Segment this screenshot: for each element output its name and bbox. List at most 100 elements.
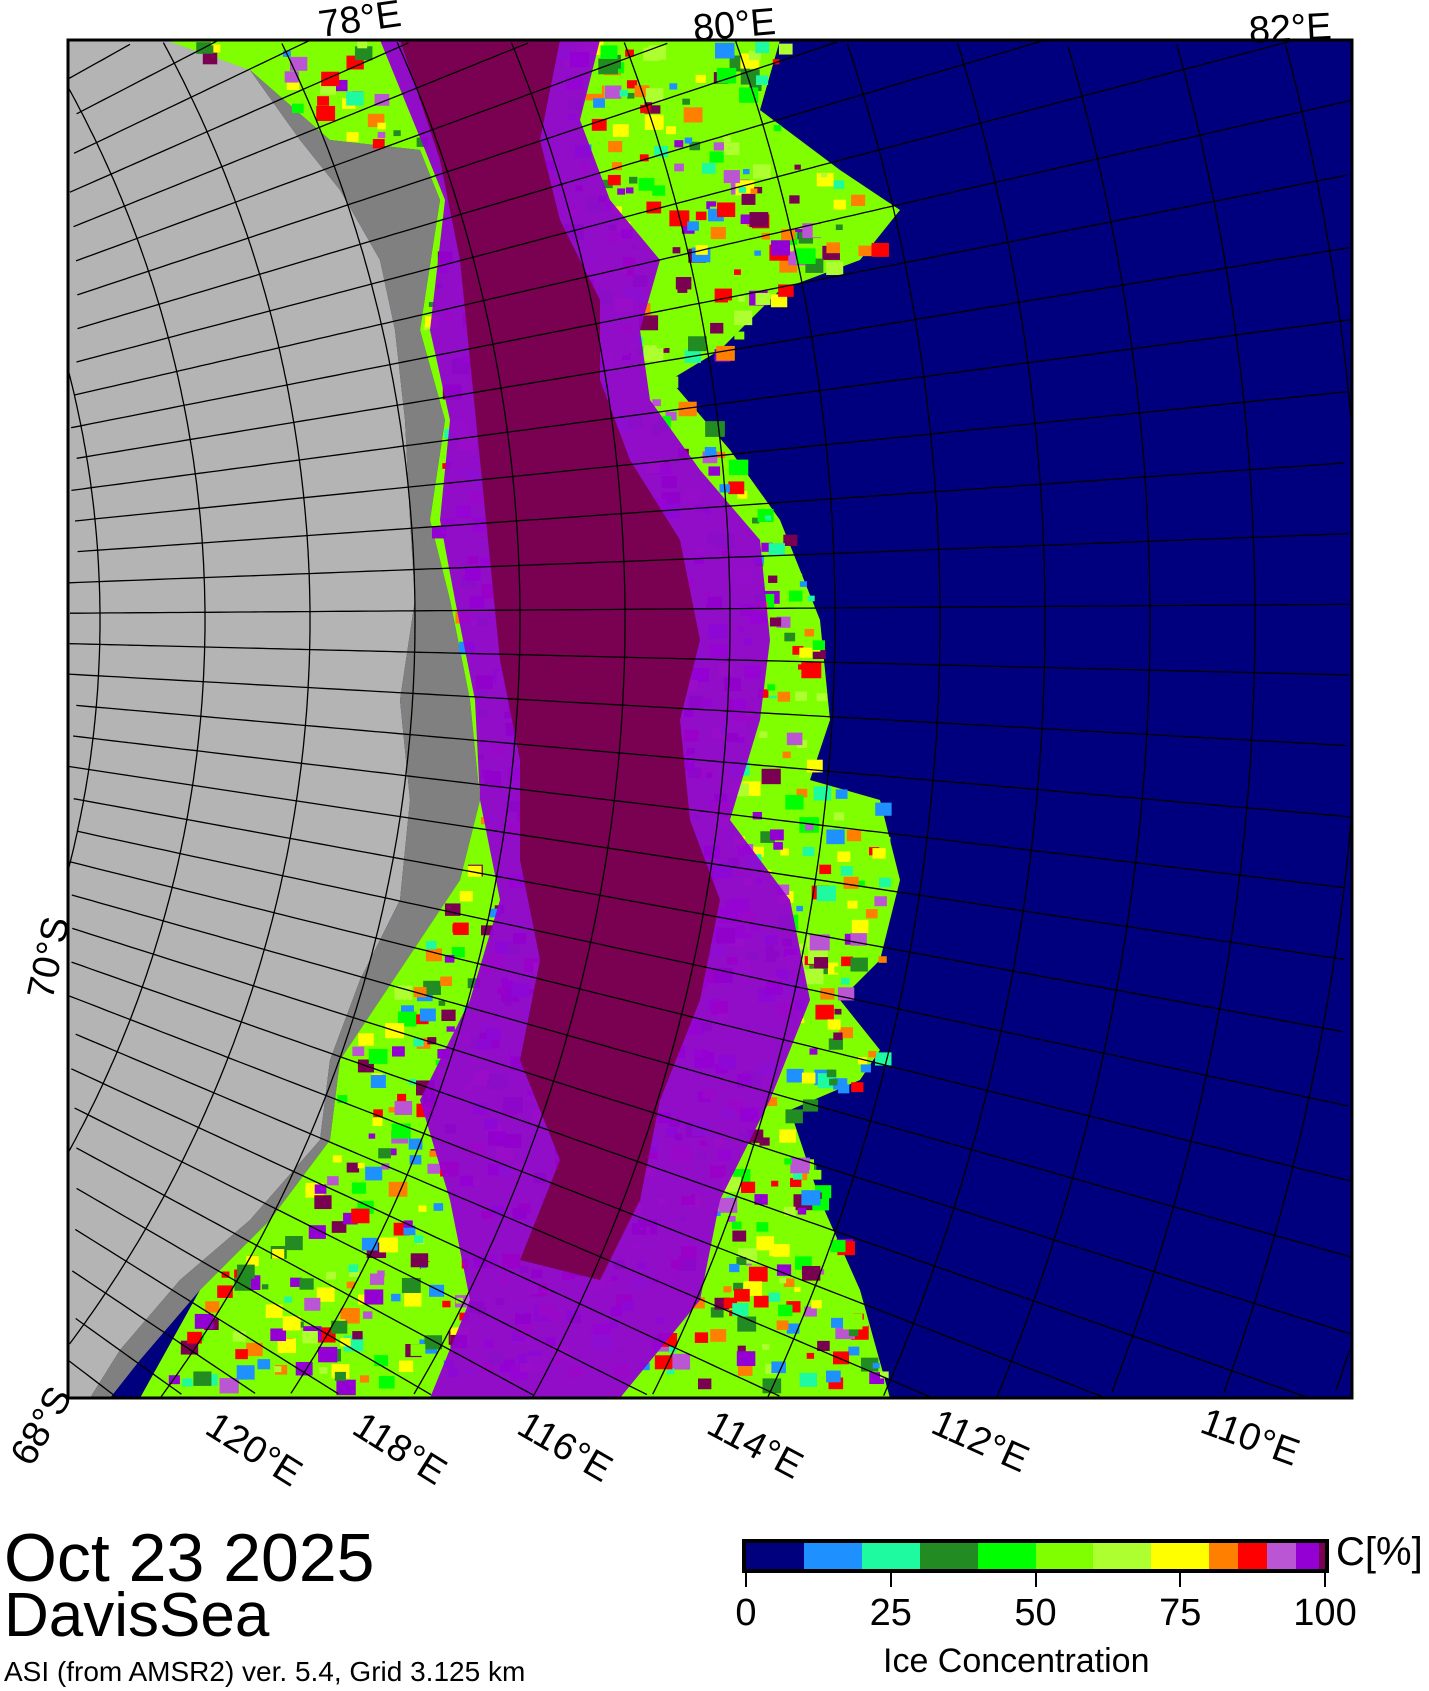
ice-pixel [374,1355,389,1367]
ice-concentration-map [66,38,1354,1400]
ice-pixel [357,1162,365,1169]
ice-pixel [783,534,798,546]
ice-pixel [348,1264,359,1273]
ice-pixel [425,940,437,950]
longitude-line [77,462,1345,553]
ice-pixel [739,87,759,103]
ice-pixel [357,40,368,49]
ice-pixel [728,481,745,495]
latitude-line [68,88,206,1152]
ice-pixel [388,1148,397,1156]
ice-pixel [779,1129,796,1143]
ice-pixel [769,617,782,627]
ice-pixel [817,1340,830,1351]
ice-pixel [401,1005,414,1016]
ice-pixel [697,182,709,192]
ice-pixel [847,900,858,909]
ice-pixel [666,126,676,135]
ice-pixel [591,118,607,131]
longitude-line [69,643,1350,676]
ice-pixel [776,1320,789,1330]
ice-pixel [759,1137,770,1146]
colorbar-tick-label: 75 [1159,1592,1202,1634]
ice-pixel [796,788,808,798]
ice-pixel [425,948,443,962]
ice-pixel [807,595,815,602]
ice-pixel [585,80,602,94]
ice-pixel [756,1222,769,1232]
ice-pixel [346,1281,356,1289]
ice-pixel [654,1355,673,1370]
longitude-line [71,961,1308,1398]
ice-pixel [872,848,886,859]
longitude-line [73,40,309,154]
longitude-line [71,1068,780,1397]
ice-pixel [627,92,635,99]
longitude-line [77,41,837,296]
ice-pixel [480,925,494,936]
ice-pixel [799,1233,810,1242]
ice-pixel [438,1000,446,1006]
ice-pixel [813,786,832,801]
ice-pixel [773,125,782,132]
ice-pixel [459,891,473,902]
longitude-line [76,1187,432,1396]
ice-pixel [372,1118,383,1126]
ice-pixel [210,44,221,53]
ice-pixel [804,628,815,637]
ice-pixel [236,1365,255,1380]
ice-pixel [414,1235,424,1243]
ice-pixel [794,164,801,170]
ice-pixel [364,1289,384,1305]
longitude-line [77,40,1046,330]
ice-pixel [851,194,866,207]
ice-pixel [770,829,784,841]
latitude-line [68,42,311,1345]
ice-pixel [336,1379,356,1396]
ice-pixel [688,336,707,352]
ice-pixel [314,1195,332,1210]
colorbar-segment [803,1543,862,1569]
ice-pixel [733,1282,743,1291]
ice-pixel [738,187,747,193]
ice-pixel [704,446,717,457]
product-info: ASI (from AMSR2) ver. 5.4, Grid 3.125 km [4,1656,526,1687]
ice-pixel [346,91,364,106]
ice-pixel [768,575,778,583]
ice-pixel [593,98,605,108]
colorbar-tick [1324,1569,1326,1587]
ice-pixel [168,1375,180,1385]
ice-pixel [754,250,761,256]
ice-pixel [625,49,634,57]
ice-pixel [219,1378,239,1394]
ice-pixel [674,163,684,172]
longitude-line [68,43,131,80]
ice-pixel [365,1166,383,1181]
ice-pixel [859,1319,868,1327]
colorbar-segment [1238,1543,1268,1569]
colorbar-unit: C[%] [1336,1530,1423,1574]
longitude-line [75,1033,933,1398]
ice-pixel [670,1353,691,1370]
ice-pixel [397,1093,407,1102]
ice-pixel [701,162,716,174]
ice-pixel [848,1328,859,1337]
ice-pixel [694,157,705,166]
ice-pixel [792,1172,803,1180]
ice-pixel [732,1230,747,1242]
ice-pixel [672,247,681,254]
colorbar [742,1539,1329,1573]
ice-pixel [377,1270,385,1277]
ice-pixel [749,81,762,92]
ice-pixel [674,140,684,148]
ice-pixel [732,1303,749,1317]
ice-pixel [302,1331,318,1344]
ice-pixel [182,1378,193,1387]
lon-label-80e: 80°E [691,0,778,51]
ice-pixel [284,1296,292,1303]
ice-pixel [776,1264,792,1276]
ice-pixel [246,1255,259,1267]
ice-pixel [678,401,697,417]
ice-pixel [625,187,634,194]
ice-pixel [837,851,851,862]
